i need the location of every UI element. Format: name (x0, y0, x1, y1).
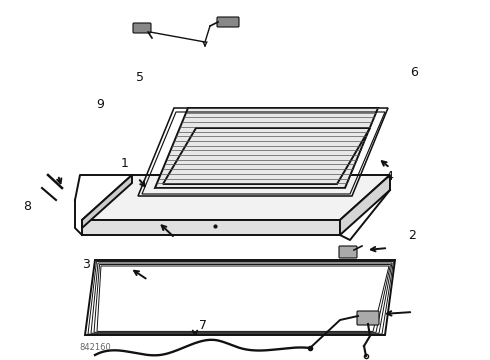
Text: 842160: 842160 (79, 343, 111, 352)
Polygon shape (155, 108, 378, 188)
Text: 2: 2 (408, 229, 416, 242)
FancyBboxPatch shape (357, 311, 379, 325)
Polygon shape (101, 268, 387, 330)
Text: 3: 3 (82, 258, 90, 271)
Text: 8: 8 (23, 201, 31, 213)
Polygon shape (82, 220, 340, 235)
FancyBboxPatch shape (133, 23, 151, 33)
FancyBboxPatch shape (339, 246, 357, 258)
Text: 5: 5 (136, 71, 144, 84)
Text: 4: 4 (386, 170, 393, 183)
Text: 9: 9 (97, 98, 104, 111)
FancyBboxPatch shape (217, 17, 239, 27)
Text: 6: 6 (410, 66, 418, 78)
Polygon shape (82, 175, 132, 228)
Text: 7: 7 (199, 319, 207, 332)
Polygon shape (82, 175, 390, 220)
Text: 1: 1 (121, 157, 129, 170)
Polygon shape (340, 175, 390, 235)
